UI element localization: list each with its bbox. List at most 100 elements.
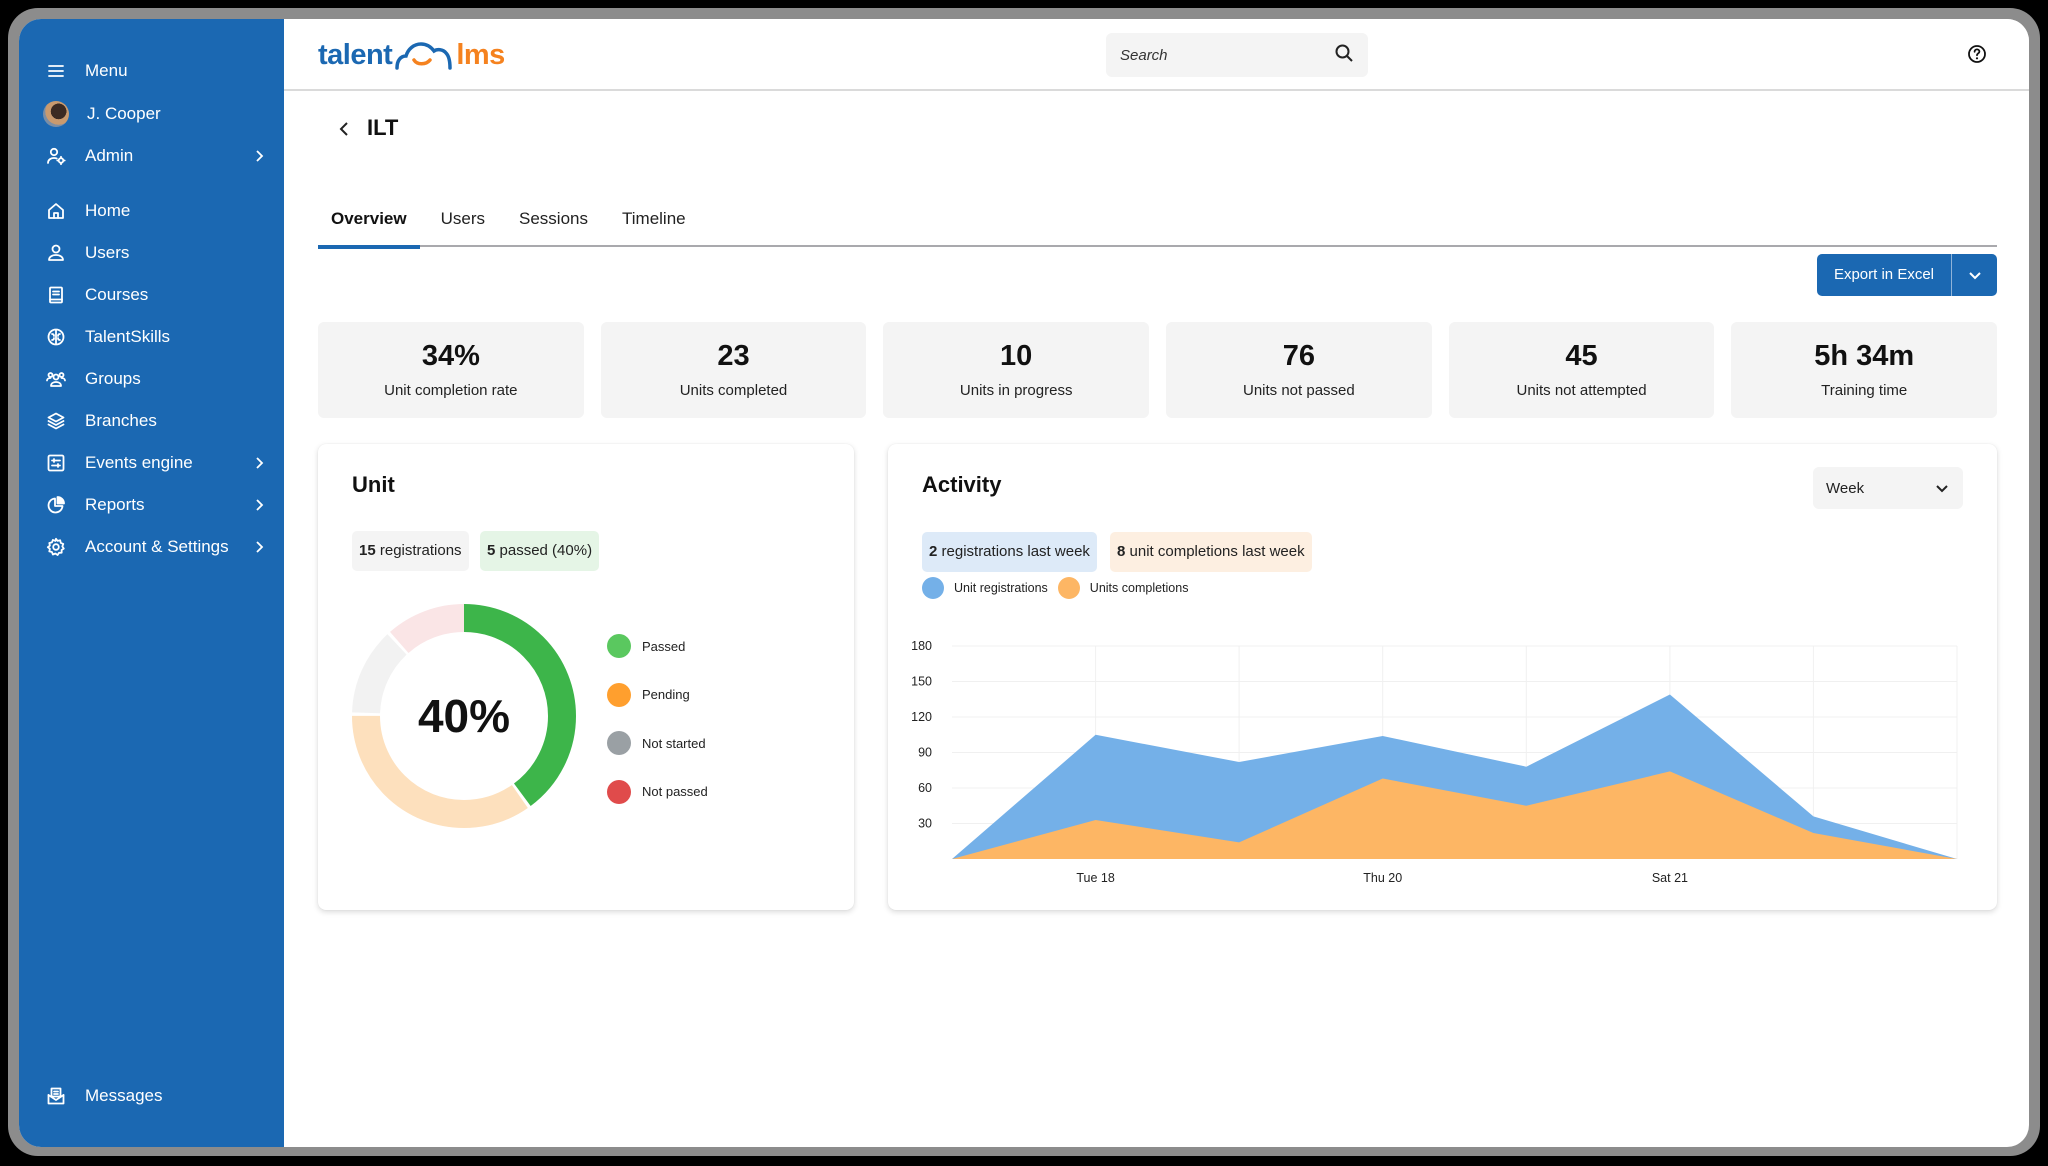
sidebar-item-label: Messages	[85, 1086, 163, 1105]
stat-value: 76	[1282, 340, 1315, 372]
stat-card-units-not-attempted: 45 Units not attempted	[1448, 322, 1715, 418]
stat-card-units-in-progress: 10 Units in progress	[883, 322, 1150, 418]
search-icon[interactable]	[1334, 43, 1354, 68]
registrations-last-week-badge: 2 registrations last week	[922, 532, 1097, 572]
sidebar-item-talentskills[interactable]: TalentSkills	[45, 319, 268, 355]
stat-label: Units in progress	[959, 382, 1073, 399]
activity-legend: Unit registrations Units completions	[922, 577, 1198, 599]
registrations-badge: 15 registrations	[352, 531, 469, 571]
logo-text-talent: talent	[318, 38, 393, 71]
legend-item-completions: Units completions	[1057, 577, 1188, 599]
gear-icon	[45, 536, 67, 558]
sidebar-item-account-settings[interactable]: Account & Settings	[45, 529, 268, 565]
stat-label: Units completed	[679, 382, 788, 399]
tab-users[interactable]: Users	[440, 209, 486, 228]
stat-label: Unit completion rate	[384, 382, 518, 399]
stat-card-training-time: 5h 34m Training time	[1731, 322, 1998, 418]
sidebar: Menu J. Cooper Admin Home Users Courses …	[19, 19, 284, 1147]
stat-value: 23	[717, 340, 750, 372]
legend-item-not-passed: Not passed	[607, 779, 708, 804]
svg-text:Tue 18: Tue 18	[1076, 871, 1115, 885]
legend-dot	[607, 779, 631, 804]
sidebar-item-messages[interactable]: Messages	[45, 1078, 268, 1114]
period-value: Week	[1826, 479, 1865, 497]
sidebar-item-label: Courses	[85, 285, 149, 304]
legend-dot	[607, 682, 631, 707]
sidebar-item-label: Reports	[85, 495, 145, 514]
stat-value: 34%	[421, 340, 480, 372]
chevron-down-icon	[1936, 485, 1948, 493]
envelope-icon	[45, 1085, 67, 1107]
sidebar-item-groups[interactable]: Groups	[45, 361, 268, 397]
user-icon	[45, 242, 67, 264]
stat-label: Units not attempted	[1516, 382, 1647, 399]
chevron-right-icon	[250, 147, 268, 165]
user-name: J. Cooper	[87, 104, 161, 123]
main-content: ILT Overview Users Sessions Timeline Exp…	[284, 91, 2029, 1147]
sliders-icon	[45, 452, 67, 474]
logo-text-lms: lms	[456, 38, 505, 71]
tab-sessions[interactable]: Sessions	[519, 209, 588, 228]
svg-text:120: 120	[911, 710, 932, 724]
export-dropdown-button[interactable]	[1951, 254, 1997, 296]
svg-text:30: 30	[918, 817, 932, 831]
search-input[interactable]	[1120, 46, 1334, 64]
back-button[interactable]	[332, 117, 356, 141]
sidebar-item-label: Home	[85, 201, 131, 220]
unit-donut-chart	[352, 604, 576, 828]
sidebar-item-courses[interactable]: Courses	[45, 277, 268, 313]
hamburger-icon	[45, 60, 67, 82]
export-excel-button[interactable]: Export in Excel	[1833, 266, 1934, 283]
period-select[interactable]: Week	[1813, 467, 1963, 509]
sidebar-item-users[interactable]: Users	[45, 235, 268, 271]
legend-item-registrations: Unit registrations	[922, 577, 1048, 599]
legend-item-pending: Pending	[607, 682, 708, 707]
sidebar-user[interactable]: J. Cooper	[43, 96, 268, 132]
stat-label: Training time	[1821, 382, 1908, 399]
sidebar-item-home[interactable]: Home	[45, 193, 268, 229]
menu-label: Menu	[85, 61, 128, 80]
chevron-down-icon	[1968, 272, 1981, 280]
legend-dot	[607, 731, 631, 755]
export-split-button: Export in Excel	[1816, 254, 1997, 296]
donut-segment-not-passed	[352, 604, 576, 828]
donut-center-label: 40%	[417, 690, 511, 742]
menu-toggle[interactable]: Menu	[45, 53, 268, 89]
tab-overview[interactable]: Overview	[318, 201, 420, 249]
talentlms-logo[interactable]: talent lms	[318, 35, 505, 75]
stat-value: 5h 34m	[1814, 340, 1915, 372]
donut-segment-pending	[352, 604, 576, 828]
sidebar-item-label: TalentSkills	[85, 327, 171, 346]
sidebar-item-label: Users	[85, 243, 130, 262]
svg-text:150: 150	[911, 675, 932, 689]
help-icon[interactable]	[1967, 44, 1987, 64]
sidebar-item-label: Branches	[85, 411, 157, 430]
legend-item-passed: Passed	[607, 634, 708, 658]
chevron-right-icon	[250, 538, 268, 556]
search-box[interactable]	[1106, 33, 1368, 77]
sidebar-item-reports[interactable]: Reports	[45, 487, 268, 523]
top-bar: talent lms	[284, 19, 2029, 91]
svg-text:Sat 21: Sat 21	[1652, 871, 1688, 885]
sidebar-item-label: Admin	[85, 146, 134, 165]
stats-row: 34% Unit completion rate 23 Units complete…	[318, 322, 1998, 418]
sidebar-item-events-engine[interactable]: Events engine	[45, 445, 268, 481]
stat-card-units-not-passed: 76 Units not passed	[1166, 322, 1432, 418]
chevron-right-icon	[250, 454, 268, 472]
y-axis-ticks: 180 150 120 90 60 30	[911, 639, 932, 831]
activity-area-chart: 180 150 120 90 60 30 Tue 18 Thu 20 Sat 2…	[911, 639, 1958, 885]
layers-icon	[45, 410, 67, 432]
stat-card-completion-rate: 34% Unit completion rate	[318, 322, 584, 418]
sidebar-item-label: Account & Settings	[85, 537, 229, 556]
sidebar-item-admin[interactable]: Admin	[45, 138, 268, 174]
user-gear-icon	[45, 145, 67, 167]
legend-dot	[607, 634, 631, 658]
page-title: ILT	[367, 115, 399, 140]
group-icon	[45, 368, 67, 390]
sidebar-item-branches[interactable]: Branches	[45, 403, 268, 439]
tab-timeline[interactable]: Timeline	[622, 209, 686, 228]
svg-text:180: 180	[911, 639, 932, 653]
unit-card-title: Unit	[352, 472, 395, 497]
svg-text:60: 60	[918, 781, 932, 795]
stat-value: 45	[1565, 340, 1598, 372]
